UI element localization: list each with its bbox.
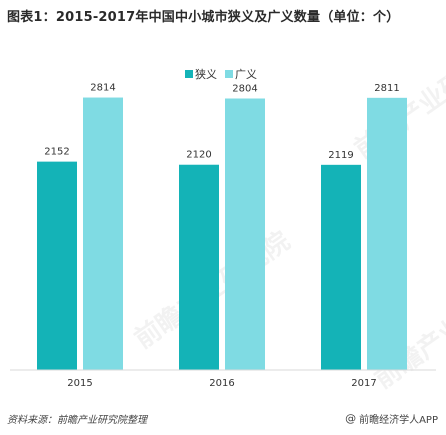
data-label: 2814 — [90, 83, 115, 94]
data-label: 2804 — [232, 84, 257, 95]
bar — [321, 164, 361, 370]
brand-credit: @ 前瞻经济学人APP — [345, 411, 438, 426]
bar — [37, 161, 77, 370]
data-label: 2152 — [44, 147, 69, 158]
brand-name: 前瞻经济学人APP — [359, 415, 438, 426]
legend-swatch — [225, 70, 233, 78]
source-note: 资料来源：前瞻产业研究院整理 — [7, 415, 147, 426]
bar-chart: 狭义 广义 2152 2814 2015 2120 2804 2016 2119 2811 2017 — [10, 68, 436, 389]
legend-swatch — [185, 70, 193, 78]
bar — [179, 164, 219, 370]
bar — [225, 98, 265, 370]
x-tick-label: 2016 — [209, 378, 234, 389]
data-label: 2119 — [328, 150, 353, 161]
bar — [83, 97, 123, 371]
data-label: 2811 — [374, 83, 399, 94]
x-tick-label: 2015 — [67, 378, 92, 389]
chart-area: 狭义 广义 2152 2814 2015 2120 2804 2016 2119 2811 2017 — [10, 68, 436, 389]
x-tick-label: 2017 — [351, 378, 376, 389]
bar — [367, 97, 407, 371]
legend-label: 广义 — [235, 68, 257, 81]
chart-title: 图表1：2015-2017年中国中小城市狭义及广义数量（单位：个） — [7, 10, 400, 25]
at-icon: @ — [345, 412, 357, 425]
legend-label: 狭义 — [195, 68, 217, 81]
data-label: 2120 — [186, 150, 211, 161]
